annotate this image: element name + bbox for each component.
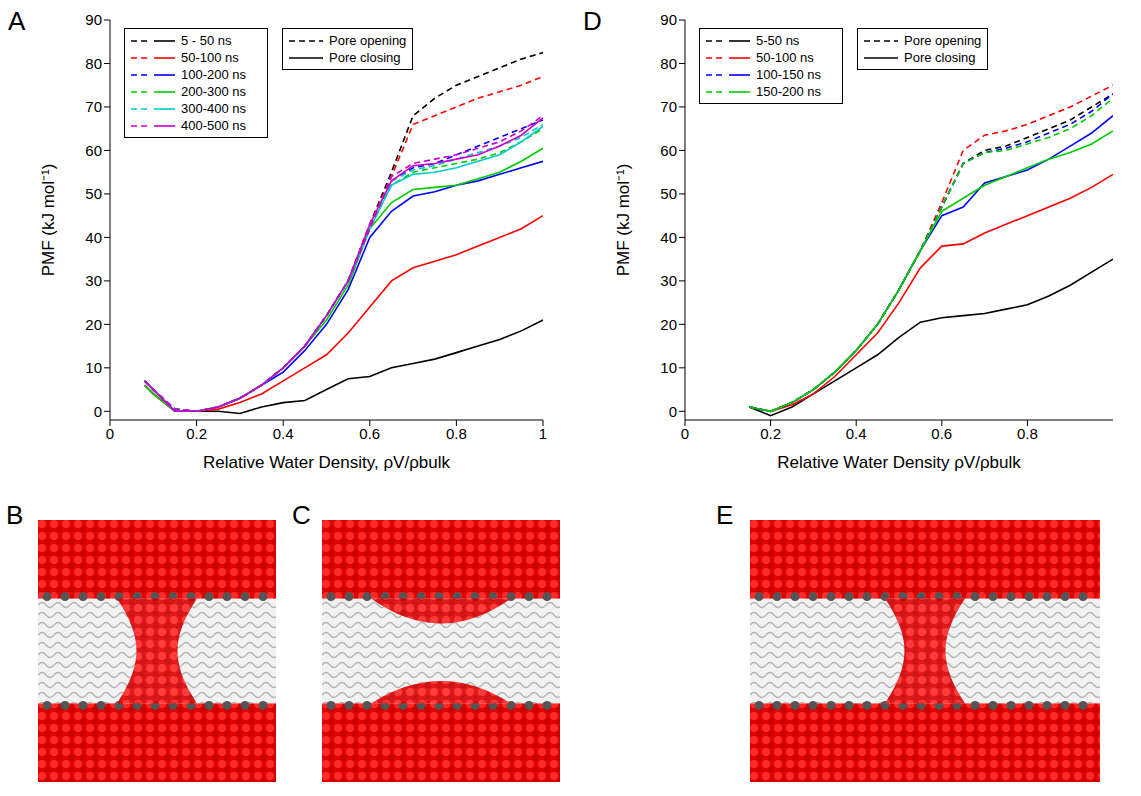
svg-text:20: 20 xyxy=(85,316,102,333)
svg-text:10: 10 xyxy=(660,359,677,376)
html-text:A: A xyxy=(8,6,26,36)
svg-text:30: 30 xyxy=(660,272,677,289)
svg-text:0.8: 0.8 xyxy=(446,425,467,442)
svg-text:80: 80 xyxy=(660,55,677,72)
svg-text:PMF (kJ mol⁻¹): PMF (kJ mol⁻¹) xyxy=(39,164,58,277)
svg-text:Relative Water Density, ρV/ρbu: Relative Water Density, ρV/ρbulk xyxy=(203,453,451,472)
html-text:Pore opening: Pore opening xyxy=(904,33,982,48)
html-text:Pore opening: Pore opening xyxy=(329,33,407,48)
svg-text:0.8: 0.8 xyxy=(1017,425,1038,442)
html-text:100-200 ns: 100-200 ns xyxy=(181,67,247,82)
html-text:B: B xyxy=(6,500,24,530)
svg-text:0.6: 0.6 xyxy=(931,425,952,442)
svg-text:Relative Water Density ρV/ρbul: Relative Water Density ρV/ρbulk xyxy=(777,453,1021,472)
svg-text:40: 40 xyxy=(660,229,677,246)
svg-text:60: 60 xyxy=(85,142,102,159)
svg-text:40: 40 xyxy=(85,229,102,246)
svg-text:0.4: 0.4 xyxy=(273,425,294,442)
svg-text:0.2: 0.2 xyxy=(760,425,781,442)
html-text:400-500 ns: 400-500 ns xyxy=(181,118,247,133)
html-text:5 - 50 ns: 5 - 50 ns xyxy=(181,33,232,48)
svg-text:0.2: 0.2 xyxy=(186,425,207,442)
svg-text:90: 90 xyxy=(660,11,677,28)
svg-text:70: 70 xyxy=(85,98,102,115)
html-text:C: C xyxy=(292,500,311,530)
svg-text:70: 70 xyxy=(660,98,677,115)
svg-text:0: 0 xyxy=(681,425,689,442)
html-text:150-200 ns: 150-200 ns xyxy=(756,84,822,99)
html-text:Pore closing: Pore closing xyxy=(329,50,401,65)
svg-text:30: 30 xyxy=(85,272,102,289)
html-text:5-50 ns: 5-50 ns xyxy=(756,33,800,48)
html-text:D: D xyxy=(583,6,602,36)
svg-text:10: 10 xyxy=(85,359,102,376)
html-text:300-400 ns: 300-400 ns xyxy=(181,101,247,116)
svg-text:60: 60 xyxy=(660,142,677,159)
svg-text:20: 20 xyxy=(660,316,677,333)
html-text:50-100 ns: 50-100 ns xyxy=(756,50,814,65)
svg-text:PMF (kJ mol⁻¹): PMF (kJ mol⁻¹) xyxy=(614,164,633,277)
svg-text:0.4: 0.4 xyxy=(846,425,867,442)
svg-text:50: 50 xyxy=(660,185,677,202)
svg-text:0: 0 xyxy=(94,403,102,420)
svg-text:80: 80 xyxy=(85,55,102,72)
svg-text:50: 50 xyxy=(85,185,102,202)
svg-text:0: 0 xyxy=(106,425,114,442)
html-text:200-300 ns: 200-300 ns xyxy=(181,84,247,99)
svg-text:90: 90 xyxy=(85,11,102,28)
html-text:100-150 ns: 100-150 ns xyxy=(756,67,822,82)
html-text:50-100 ns: 50-100 ns xyxy=(181,50,239,65)
svg-text:0.6: 0.6 xyxy=(359,425,380,442)
html-text:Pore closing: Pore closing xyxy=(904,50,976,65)
svg-text:0: 0 xyxy=(669,403,677,420)
svg-text:1: 1 xyxy=(539,425,547,442)
html-text:E: E xyxy=(716,500,734,530)
